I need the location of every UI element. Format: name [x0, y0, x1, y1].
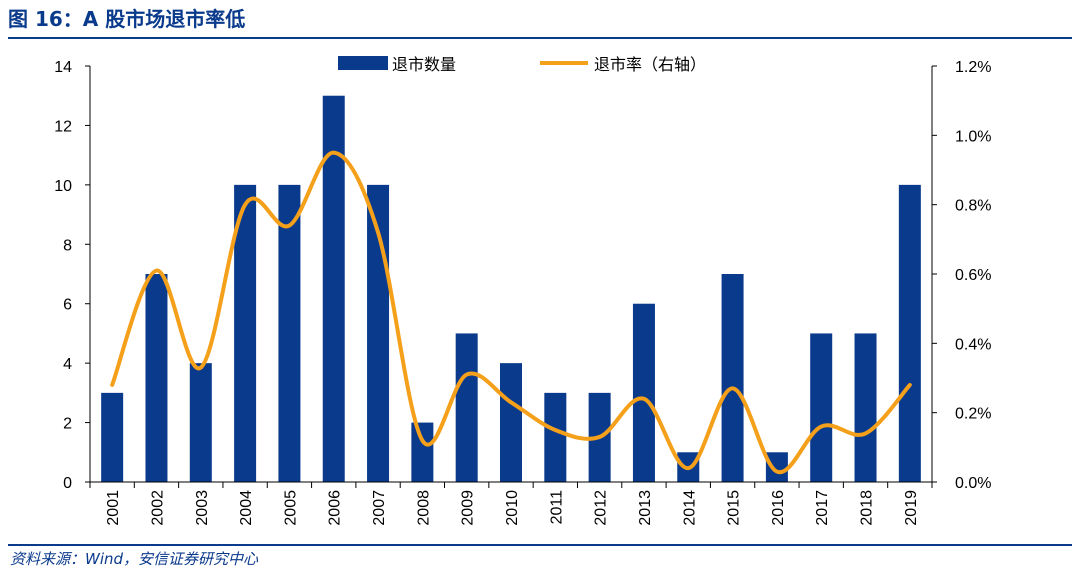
right-tick-label: 0.4% — [955, 336, 991, 353]
bar — [455, 333, 478, 482]
legend: 退市数量 退市率（右轴） — [338, 55, 706, 74]
bar — [810, 333, 833, 482]
x-tick-label: 2011 — [548, 490, 565, 525]
x-tick-label: 2003 — [194, 490, 211, 526]
x-tick-label: 2005 — [282, 490, 299, 526]
bar — [544, 392, 567, 482]
axes: 0 2 4 6 8 10 12 14 0.0% 0.2% 0.4% 0.6% 0.8% 1.0% 1.2% 2… — [54, 59, 991, 526]
right-tick-label: 0.2% — [955, 406, 991, 423]
right-tick-label: 0.8% — [955, 198, 991, 215]
legend-line-label: 退市率（右轴） — [594, 55, 706, 74]
x-tick-label: 2007 — [371, 490, 388, 526]
legend-bar-swatch — [338, 56, 388, 70]
x-tick-label: 2016 — [770, 490, 787, 526]
source-note: 资料来源：Wind，安信证券研究中心 — [10, 550, 259, 568]
left-tick-label: 0 — [63, 475, 72, 492]
x-tick-label: 2008 — [415, 490, 432, 526]
x-tick-label: 2018 — [859, 490, 876, 526]
bar — [101, 392, 124, 482]
x-tick-label: 2013 — [637, 490, 654, 526]
x-tick-label: 2014 — [681, 490, 698, 526]
bar — [765, 452, 788, 482]
x-tick-label: 2009 — [460, 490, 477, 526]
line-series — [110, 150, 912, 474]
x-tick-label: 2017 — [814, 490, 831, 526]
left-tick-label: 14 — [54, 59, 72, 76]
left-tick-label: 10 — [54, 178, 72, 195]
figure-title: 图 16：A 股市场退市率低 — [8, 7, 246, 31]
bar — [721, 274, 744, 482]
left-tick-label: 2 — [63, 416, 72, 433]
header-rule — [8, 37, 1072, 39]
bar — [854, 333, 877, 482]
x-tick-label: 2019 — [903, 490, 920, 526]
legend-bar-label: 退市数量 — [392, 55, 456, 74]
x-tick-label: 2006 — [327, 490, 344, 526]
bar — [500, 363, 522, 482]
footer-rule — [8, 544, 1072, 546]
bar — [411, 422, 434, 482]
left-tick-label: 4 — [63, 356, 72, 373]
x-tick-label: 2002 — [149, 490, 166, 526]
bar — [145, 274, 168, 482]
left-tick-label: 6 — [63, 297, 72, 314]
right-tick-label: 0.6% — [955, 267, 991, 284]
bar-series — [101, 95, 921, 482]
bar — [278, 184, 301, 482]
left-tick-label: 8 — [63, 237, 72, 254]
x-tick-label: 2010 — [504, 490, 521, 526]
x-tick-label: 2004 — [238, 490, 255, 526]
x-tick-label: 2012 — [593, 490, 610, 526]
right-tick-label: 0.0% — [955, 475, 991, 492]
bar — [234, 184, 257, 482]
right-tick-label: 1.0% — [955, 128, 991, 145]
right-tick-label: 1.2% — [955, 59, 991, 76]
bar — [632, 303, 655, 482]
bar — [322, 95, 345, 482]
bar — [898, 184, 921, 482]
x-tick-label: 2001 — [105, 490, 122, 526]
bar — [189, 363, 212, 482]
left-tick-label: 12 — [54, 118, 72, 135]
x-tick-label: 2015 — [726, 490, 743, 526]
